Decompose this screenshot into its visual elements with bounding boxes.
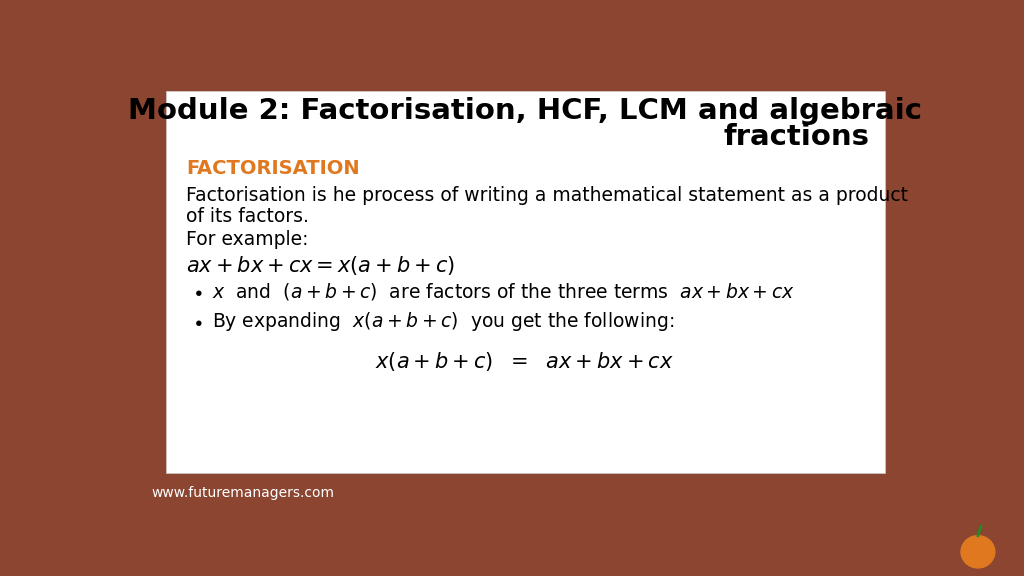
Text: Factorisation is he process of writing a mathematical statement as a product: Factorisation is he process of writing a… bbox=[186, 186, 908, 205]
Text: $x(a + b + c)\ \ =\ \ ax + bx + cx$: $x(a + b + c)\ \ =\ \ ax + bx + cx$ bbox=[376, 350, 674, 373]
Text: Module 2: Factorisation, HCF, LCM and algebraic: Module 2: Factorisation, HCF, LCM and al… bbox=[128, 97, 922, 125]
Text: $\bullet$: $\bullet$ bbox=[193, 312, 203, 331]
Text: FACTORISATION: FACTORISATION bbox=[186, 160, 359, 179]
Ellipse shape bbox=[962, 536, 995, 568]
Text: For example:: For example: bbox=[186, 230, 308, 249]
Text: $\bullet$: $\bullet$ bbox=[193, 282, 203, 301]
Text: $x$  and  $(a + b + c)$  are factors of the three terms  $ax + bx + cx$: $x$ and $(a + b + c)$ are factors of the… bbox=[212, 281, 795, 302]
Text: www.futuremanagers.com: www.futuremanagers.com bbox=[152, 486, 335, 500]
Text: $ax + bx + cx = x(a + b + c)$: $ax + bx + cx = x(a + b + c)$ bbox=[186, 253, 455, 276]
Text: fractions: fractions bbox=[723, 123, 869, 150]
Text: of its factors.: of its factors. bbox=[186, 207, 309, 226]
FancyBboxPatch shape bbox=[166, 92, 885, 473]
Text: By expanding  $x(a + b + c)$  you get the following:: By expanding $x(a + b + c)$ you get the … bbox=[212, 309, 675, 332]
